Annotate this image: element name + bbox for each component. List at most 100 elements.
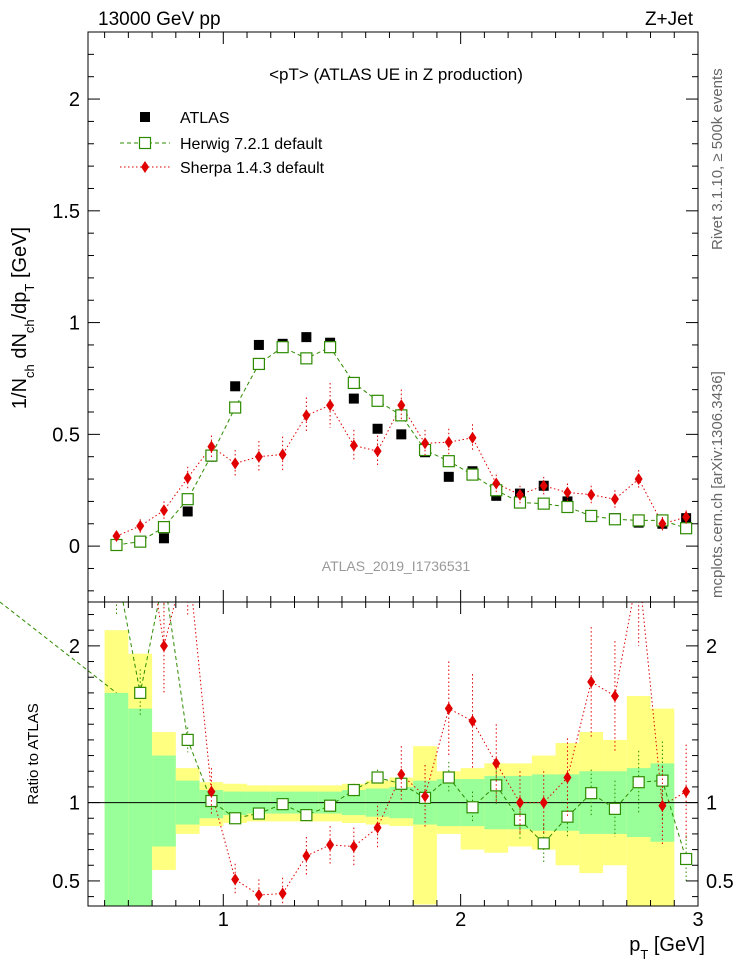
- ratio-line-sherpa: [156, 602, 687, 896]
- main-point-sherpa: [373, 445, 382, 458]
- main-point-herwig: [371, 394, 384, 407]
- main-point-herwig: [585, 509, 598, 523]
- main-point-herwig: [608, 513, 622, 526]
- legend-marker-sherpa: [141, 161, 149, 173]
- main-point-sherpa: [444, 436, 453, 449]
- ratio-herwig-line-extension: [0, 601, 117, 694]
- ratio-point-sherpa: [278, 887, 287, 900]
- ratio-point-sherpa: [515, 796, 524, 809]
- main-point-herwig: [324, 341, 337, 354]
- main-point-sherpa: [634, 473, 643, 486]
- ratio-point-sherpa: [207, 785, 216, 798]
- ratio-point-herwig: [252, 807, 265, 820]
- ratio-point-sherpa: [563, 771, 572, 784]
- main-point-herwig: [537, 497, 550, 510]
- ratio-point-herwig: [134, 686, 147, 699]
- main-point-sherpa: [183, 471, 192, 484]
- ratio-point-herwig: [632, 776, 645, 789]
- ratio-point-sherpa: [326, 838, 335, 851]
- ratio-point-herwig: [656, 774, 669, 787]
- main-point-sherpa: [492, 477, 501, 490]
- main-point-sherpa: [421, 437, 430, 450]
- rivet-label: Rivet 3.1.10, ≥ 500k events: [709, 68, 726, 250]
- main-point-sherpa: [231, 457, 240, 470]
- main-point-sherpa: [587, 488, 596, 501]
- main-point-sherpa: [254, 450, 263, 463]
- main-point-data: [253, 339, 264, 350]
- legend-marker-herwig: [138, 136, 152, 150]
- main-point-sherpa: [349, 439, 358, 452]
- main-point-herwig: [347, 376, 360, 390]
- main-point-data: [443, 471, 454, 482]
- main-point-sherpa: [515, 488, 524, 501]
- ratio-point-herwig: [585, 787, 598, 800]
- ratio-point-herwig: [111, 562, 122, 573]
- legend-label-data: ATLAS: [180, 110, 230, 127]
- header-right: Z+Jet: [645, 9, 694, 30]
- ratio-point-sherpa: [349, 840, 358, 853]
- ratio-point-sherpa: [658, 799, 667, 812]
- ratio-point-herwig: [276, 798, 289, 811]
- ratio-xlabel: pT [GeV]: [629, 934, 705, 962]
- ratio-ytick-label: 2: [69, 636, 80, 658]
- main-point-data: [301, 332, 312, 343]
- main-ytick-label: 0: [69, 536, 80, 558]
- main-point-sherpa: [610, 493, 619, 506]
- ratio-point-herwig: [466, 801, 479, 814]
- main-point-sherpa: [682, 511, 691, 524]
- main-title: <pT> (ATLAS UE in Z production): [269, 65, 523, 84]
- ratio-plot-area: [111, 562, 693, 906]
- ratio-point-sherpa: [635, 562, 643, 574]
- ratio-point-herwig: [158, 570, 169, 581]
- ratio-band-inner: [128, 708, 153, 906]
- ratio-point-herwig: [300, 809, 313, 822]
- main-point-sherpa: [278, 448, 287, 461]
- ratio-point-sherpa: [610, 690, 619, 703]
- ratio-ytick-label: 0.5: [52, 871, 80, 893]
- ratio-point-herwig: [608, 802, 622, 815]
- main-point-sherpa: [302, 409, 311, 422]
- main-point-data: [158, 533, 169, 544]
- ratio-point-herwig: [371, 771, 384, 784]
- main-point-data: [230, 381, 241, 392]
- main-point-herwig: [157, 521, 171, 534]
- main-point-sherpa: [563, 486, 572, 499]
- main-point-herwig: [466, 468, 479, 481]
- main-point-sherpa: [539, 479, 548, 492]
- ratio-point-sherpa: [682, 785, 691, 798]
- legend-label-herwig: Herwig 7.2.1 default: [180, 136, 323, 153]
- main-point-sherpa: [136, 520, 145, 532]
- main-line-herwig: [116, 346, 687, 546]
- analysis-id: ATLAS_2019_I1736531: [322, 558, 471, 574]
- ratio-point-herwig: [181, 733, 194, 746]
- ratio-point-sherpa: [254, 889, 263, 902]
- main-point-herwig: [300, 352, 313, 365]
- ratio-uncertainty-bands: [88, 630, 698, 906]
- ratio-xtick-label: 1: [218, 909, 229, 931]
- ratio-point-herwig: [442, 771, 455, 784]
- ratio-frame: [87, 601, 699, 907]
- legend-marker-data: [140, 112, 150, 122]
- ratio-point-sherpa: [231, 873, 240, 886]
- main-ytick-label: 1.5: [52, 201, 80, 223]
- ratio-ytick-label: 1: [69, 793, 80, 815]
- main-point-sherpa: [207, 440, 216, 453]
- main-ytick-label: 2: [69, 89, 80, 111]
- ratio-series-markers: [111, 562, 693, 906]
- ratio-point-sherpa: [444, 702, 453, 715]
- ratio-point-sherpa: [159, 639, 168, 652]
- main-point-herwig: [134, 535, 147, 548]
- main-point-data: [396, 429, 407, 440]
- ratio-outside-line: [0, 601, 117, 694]
- ratio-axes: 0.5 0.5 1 1 2 2 1 2 3: [52, 602, 734, 931]
- ratio-point-herwig: [537, 837, 550, 850]
- main-ylabel: 1/Nch dNch/dpT [GeV]: [9, 227, 37, 409]
- main-point-sherpa: [326, 399, 335, 412]
- legend: ATLAS Herwig 7.2.1 default Sherpa 1.4.3 de…: [120, 110, 325, 177]
- main-point-herwig: [561, 500, 574, 514]
- main-point-sherpa: [397, 399, 406, 412]
- legend-label-sherpa: Sherpa 1.4.3 default: [180, 160, 325, 177]
- ratio-ylabel: Ratio to ATLAS: [25, 703, 42, 804]
- ratio-point-sherpa: [492, 757, 501, 770]
- main-panel: 0 0.5 1 1.5 2 <pT> (ATLAS UE in Z production…: [9, 31, 699, 603]
